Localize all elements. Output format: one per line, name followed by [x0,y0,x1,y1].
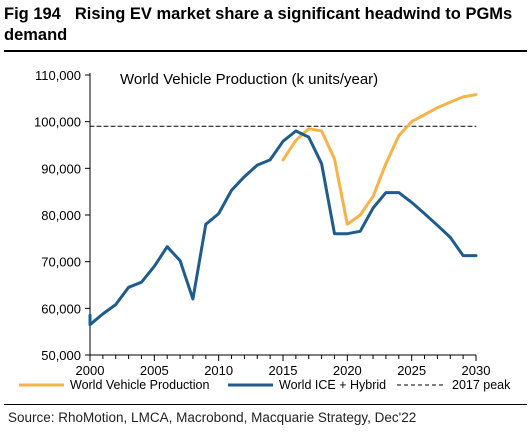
figure-header: Fig 194 Rising EV market share a signific… [4,4,527,46]
source-rule [4,404,527,405]
legend-item-2017-peak: 2017 peak [397,378,511,392]
legend-label: World Vehicle Production [70,378,209,392]
y-tick-label: 50,000 [41,348,81,363]
y-tick-label: 90,000 [41,161,81,176]
legend-item-world-vehicle-production: World Vehicle Production [19,378,209,392]
x-tick-label: 2020 [333,363,362,378]
x-tick-label: 2030 [462,363,491,378]
chart-legend: World Vehicle Production World ICE + Hybr… [19,378,511,392]
y-tick-label: 100,000 [34,115,81,130]
source-note: Source: RhoMotion, LMCA, Macrobond, Macq… [8,410,417,425]
y-tick-label: 60,000 [41,301,81,316]
figure-number: Fig 194 [4,5,61,23]
series-line-world-vehicle-production [281,93,478,226]
figure-title: Rising EV market share a significant hea… [4,5,513,44]
x-tick-label: 2025 [397,363,426,378]
x-tick-label: 2005 [140,363,169,378]
series-line-world-ice-hybrid [88,129,478,327]
x-tick-label: 2010 [204,363,233,378]
header-rule [4,50,527,52]
chart-title: World Vehicle Production (k units/year) [120,71,378,88]
chart-axes: 50,000 60,000 70,000 80,000 90,000 100,000 110… [34,68,490,378]
x-tick-label: 2000 [76,363,105,378]
y-tick-label: 110,000 [35,68,81,83]
legend-label: World ICE + Hybrid [279,378,386,392]
series-layer [88,93,478,327]
x-tick-label: 2015 [269,363,298,378]
y-tick-label: 70,000 [41,255,81,270]
legend-label: 2017 peak [452,378,511,392]
legend-item-world-ice-hybrid: World ICE + Hybrid [228,378,386,392]
y-tick-label: 80,000 [41,208,81,223]
